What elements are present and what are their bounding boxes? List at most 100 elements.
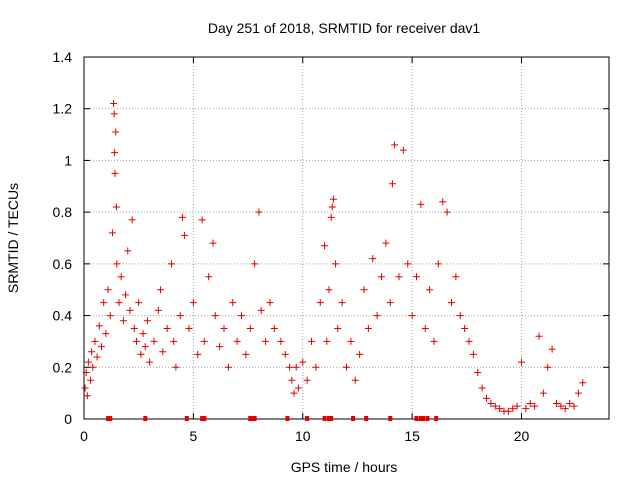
data-point <box>478 384 486 392</box>
x-tick-label: 10 <box>295 428 311 444</box>
data-point <box>327 213 335 221</box>
data-point <box>325 286 333 294</box>
data-point <box>163 325 171 332</box>
data-point <box>496 405 504 413</box>
data-point <box>570 402 578 410</box>
data-point <box>146 358 154 366</box>
data-point <box>548 345 556 353</box>
data-point <box>205 273 213 281</box>
data-point <box>95 322 103 330</box>
data-point <box>141 343 149 351</box>
data-point <box>483 394 490 402</box>
zero-value-marker <box>252 416 257 421</box>
data-point <box>91 337 99 345</box>
data-point <box>242 350 250 358</box>
data-point <box>194 350 202 358</box>
data-point <box>456 312 464 320</box>
data-point <box>531 402 539 410</box>
data-point <box>115 299 123 307</box>
data-point <box>124 247 132 255</box>
chart-title: Day 251 of 2018, SRMTID for receiver dav… <box>208 20 481 36</box>
data-point <box>89 363 97 371</box>
data-point <box>108 229 116 237</box>
data-point <box>413 273 420 281</box>
data-point <box>448 299 455 307</box>
zero-value-marker <box>143 416 148 421</box>
data-point <box>290 389 298 397</box>
data-point <box>266 299 274 307</box>
y-tick-label: 1.4 <box>53 49 73 65</box>
data-point <box>288 376 296 384</box>
x-axis-label: GPS time / hours <box>291 459 398 475</box>
data-point <box>98 343 105 351</box>
data-point <box>417 200 425 208</box>
zero-value-marker <box>285 416 290 421</box>
data-point <box>233 337 241 345</box>
zero-value-marker <box>388 416 393 421</box>
data-point <box>255 208 263 216</box>
data-point <box>452 273 460 281</box>
data-point <box>522 405 530 413</box>
data-point <box>126 306 134 314</box>
data-point <box>87 376 95 384</box>
data-point <box>408 312 416 320</box>
data-point <box>286 363 294 371</box>
x-tick-label: 5 <box>189 428 197 444</box>
data-point <box>168 260 175 268</box>
data-point <box>113 260 121 268</box>
y-tick-label: 1.2 <box>53 101 73 117</box>
data-point <box>154 306 162 314</box>
data-point <box>518 358 525 366</box>
data-point <box>426 286 434 294</box>
zero-value-marker <box>108 416 113 421</box>
data-point <box>102 330 110 338</box>
data-point <box>469 350 477 358</box>
data-point <box>119 317 127 325</box>
data-point <box>178 213 186 221</box>
data-point <box>238 312 245 320</box>
data-point <box>323 337 331 345</box>
data-point <box>100 299 108 307</box>
y-tick-label: 1 <box>64 152 72 168</box>
data-point <box>198 216 206 224</box>
data-point <box>312 363 320 371</box>
data-point <box>111 149 119 157</box>
data-point <box>88 348 96 356</box>
y-tick-label: 0.6 <box>53 256 73 272</box>
data-point <box>434 260 442 268</box>
x-tick-label: 0 <box>80 428 88 444</box>
data-point <box>369 255 377 263</box>
data-point <box>209 239 217 247</box>
data-point <box>373 312 381 320</box>
data-point <box>104 286 112 294</box>
data-point <box>343 363 350 371</box>
data-point <box>229 299 237 307</box>
data-point <box>566 399 574 407</box>
data-point <box>504 407 512 415</box>
x-tick-label: 20 <box>514 428 530 444</box>
zero-value-marker <box>351 416 356 421</box>
data-point <box>150 337 158 345</box>
zero-value-marker <box>184 416 189 421</box>
data-point <box>112 203 120 211</box>
data-point <box>111 169 119 177</box>
data-point <box>137 350 145 358</box>
data-point <box>128 216 136 224</box>
data-point <box>399 146 407 154</box>
y-tick-label: 0.2 <box>53 359 73 375</box>
data-point <box>294 384 302 392</box>
data-point <box>82 368 90 376</box>
data-point <box>487 399 495 407</box>
data-point <box>200 337 208 345</box>
data-point <box>557 402 565 410</box>
zero-value-marker <box>248 416 253 421</box>
data-point <box>334 325 342 332</box>
zero-value-marker <box>421 416 426 421</box>
data-point <box>189 299 197 307</box>
data-point <box>81 384 89 392</box>
data-point <box>220 325 228 332</box>
data-point <box>329 195 337 203</box>
data-point <box>172 363 180 371</box>
data-point <box>257 306 265 314</box>
